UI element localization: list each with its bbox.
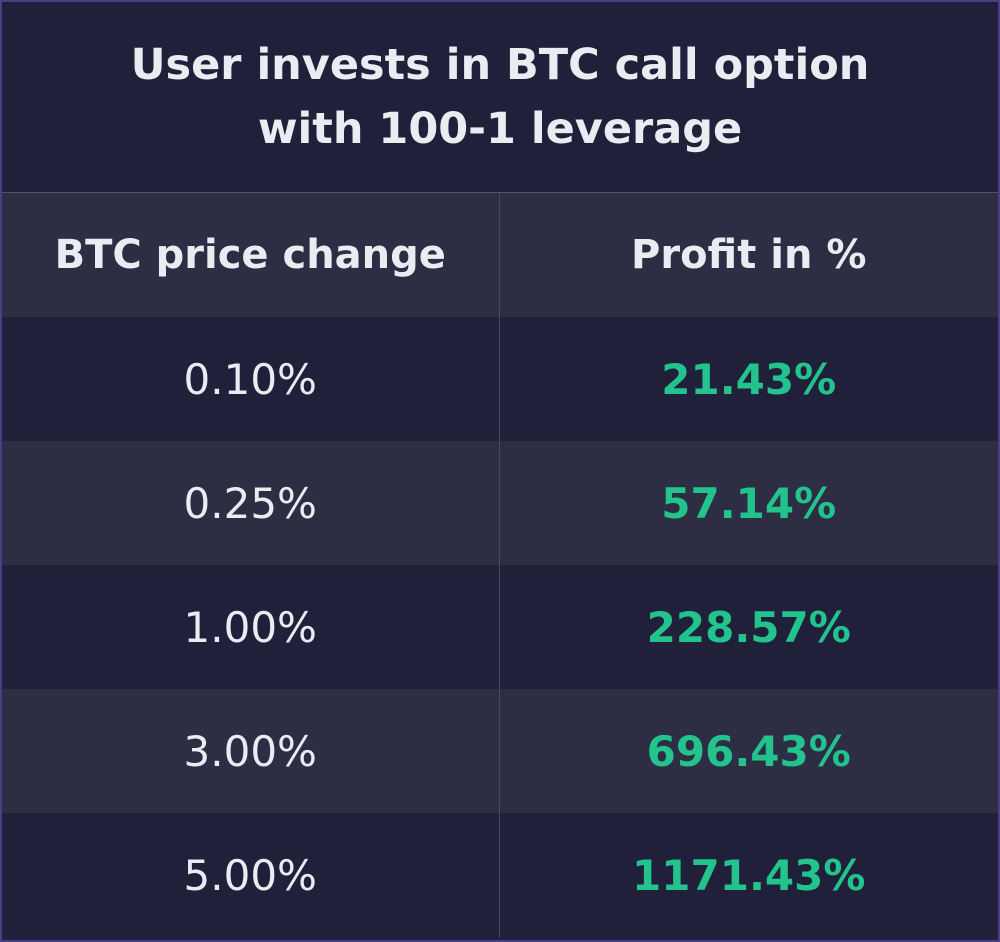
price-change-cell: 0.10% [2,317,500,441]
price-change-cell: 3.00% [2,689,500,813]
price-change-cell: 0.25% [2,441,500,565]
price-change-cell: 5.00% [2,813,500,937]
profit-cell: 57.14% [661,478,837,528]
price-change-cell: 1.00% [2,565,500,689]
table-row: 1.00% 228.57% [2,565,998,689]
table-title-line-2: with 100-1 leverage [257,104,743,154]
profit-cell: 1171.43% [632,850,866,900]
table-row: 0.25% 57.14% [2,441,998,565]
table-header-row: BTC price change Profit in % [2,193,998,317]
header-btc-price-change: BTC price change [2,193,500,317]
table-row: 0.10% 21.43% [2,317,998,441]
profit-cell: 21.43% [661,354,837,404]
profit-cell: 696.43% [646,726,851,776]
table-row: 5.00% 1171.43% [2,813,998,937]
table-title-line-1: User invests in BTC call option [130,40,870,90]
table-row: 3.00% 696.43% [2,689,998,813]
leverage-profit-table: BTC price change Profit in % 0.10% 21.43… [2,193,998,937]
profit-cell: 228.57% [646,602,851,652]
table-title: User invests in BTC call option with 100… [2,2,998,193]
header-profit-percent: Profit in % [631,232,867,278]
